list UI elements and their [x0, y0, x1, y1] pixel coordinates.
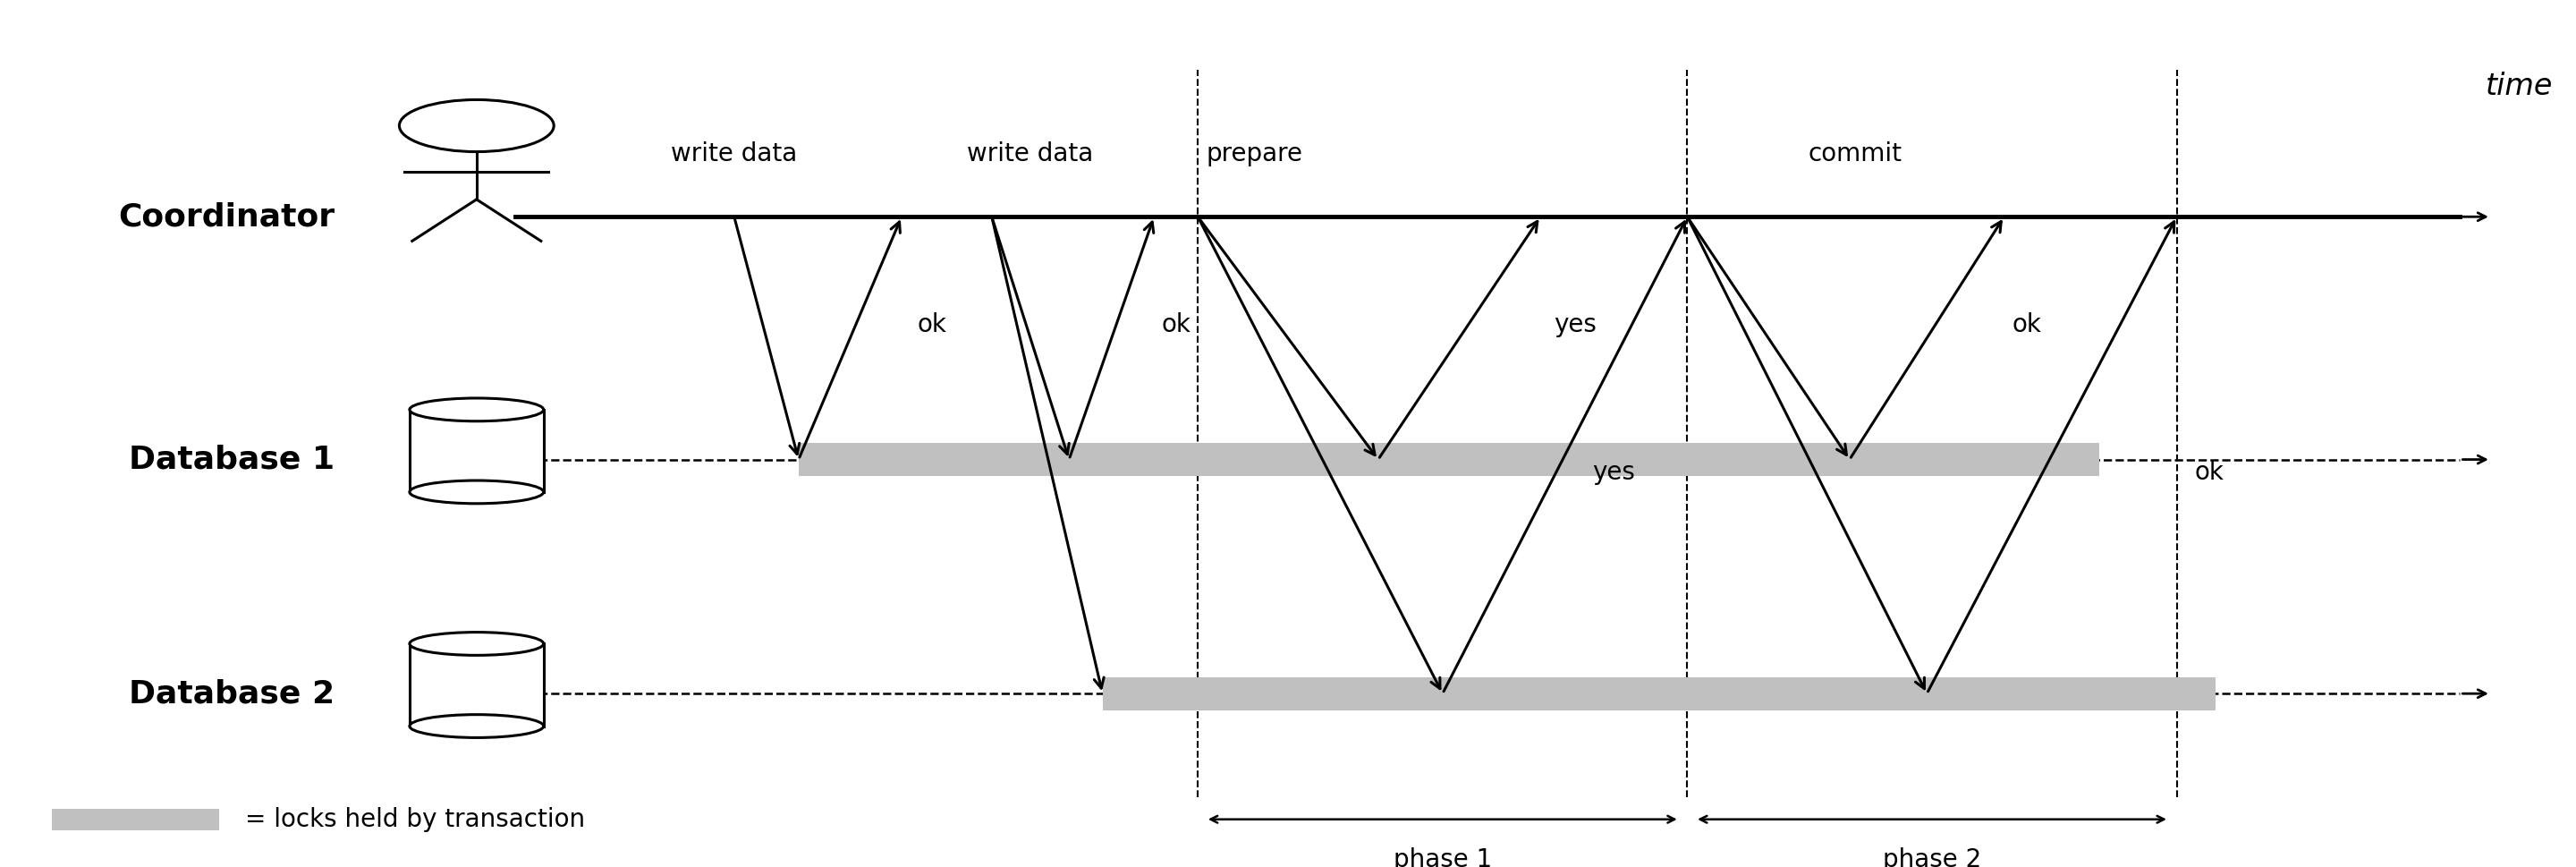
Ellipse shape: [410, 714, 544, 738]
Text: commit: commit: [1808, 142, 1901, 166]
Bar: [410, 643, 544, 726]
Text: Coordinator: Coordinator: [118, 201, 335, 232]
Text: prepare: prepare: [1206, 142, 1303, 166]
Text: ok: ok: [2195, 460, 2223, 485]
Text: write data: write data: [966, 142, 1095, 166]
Ellipse shape: [410, 632, 544, 655]
Text: yes: yes: [1553, 313, 1597, 337]
Text: time: time: [2486, 72, 2553, 101]
Text: = locks held by transaction: = locks held by transaction: [245, 807, 585, 831]
Text: phase 2: phase 2: [1883, 847, 1981, 867]
Bar: [52, 808, 219, 831]
Text: ok: ok: [1162, 313, 1190, 337]
Text: Database 2: Database 2: [129, 678, 335, 709]
Text: Database 1: Database 1: [129, 444, 335, 475]
Text: write data: write data: [670, 142, 799, 166]
Text: yes: yes: [1592, 460, 1636, 485]
Ellipse shape: [410, 480, 544, 504]
Bar: [799, 443, 2099, 476]
Text: ok: ok: [2012, 313, 2040, 337]
Circle shape: [399, 100, 554, 152]
Text: ok: ok: [917, 313, 945, 337]
Text: phase 1: phase 1: [1394, 847, 1492, 867]
Ellipse shape: [410, 398, 544, 421]
Bar: [1103, 677, 2215, 710]
Bar: [410, 410, 544, 492]
